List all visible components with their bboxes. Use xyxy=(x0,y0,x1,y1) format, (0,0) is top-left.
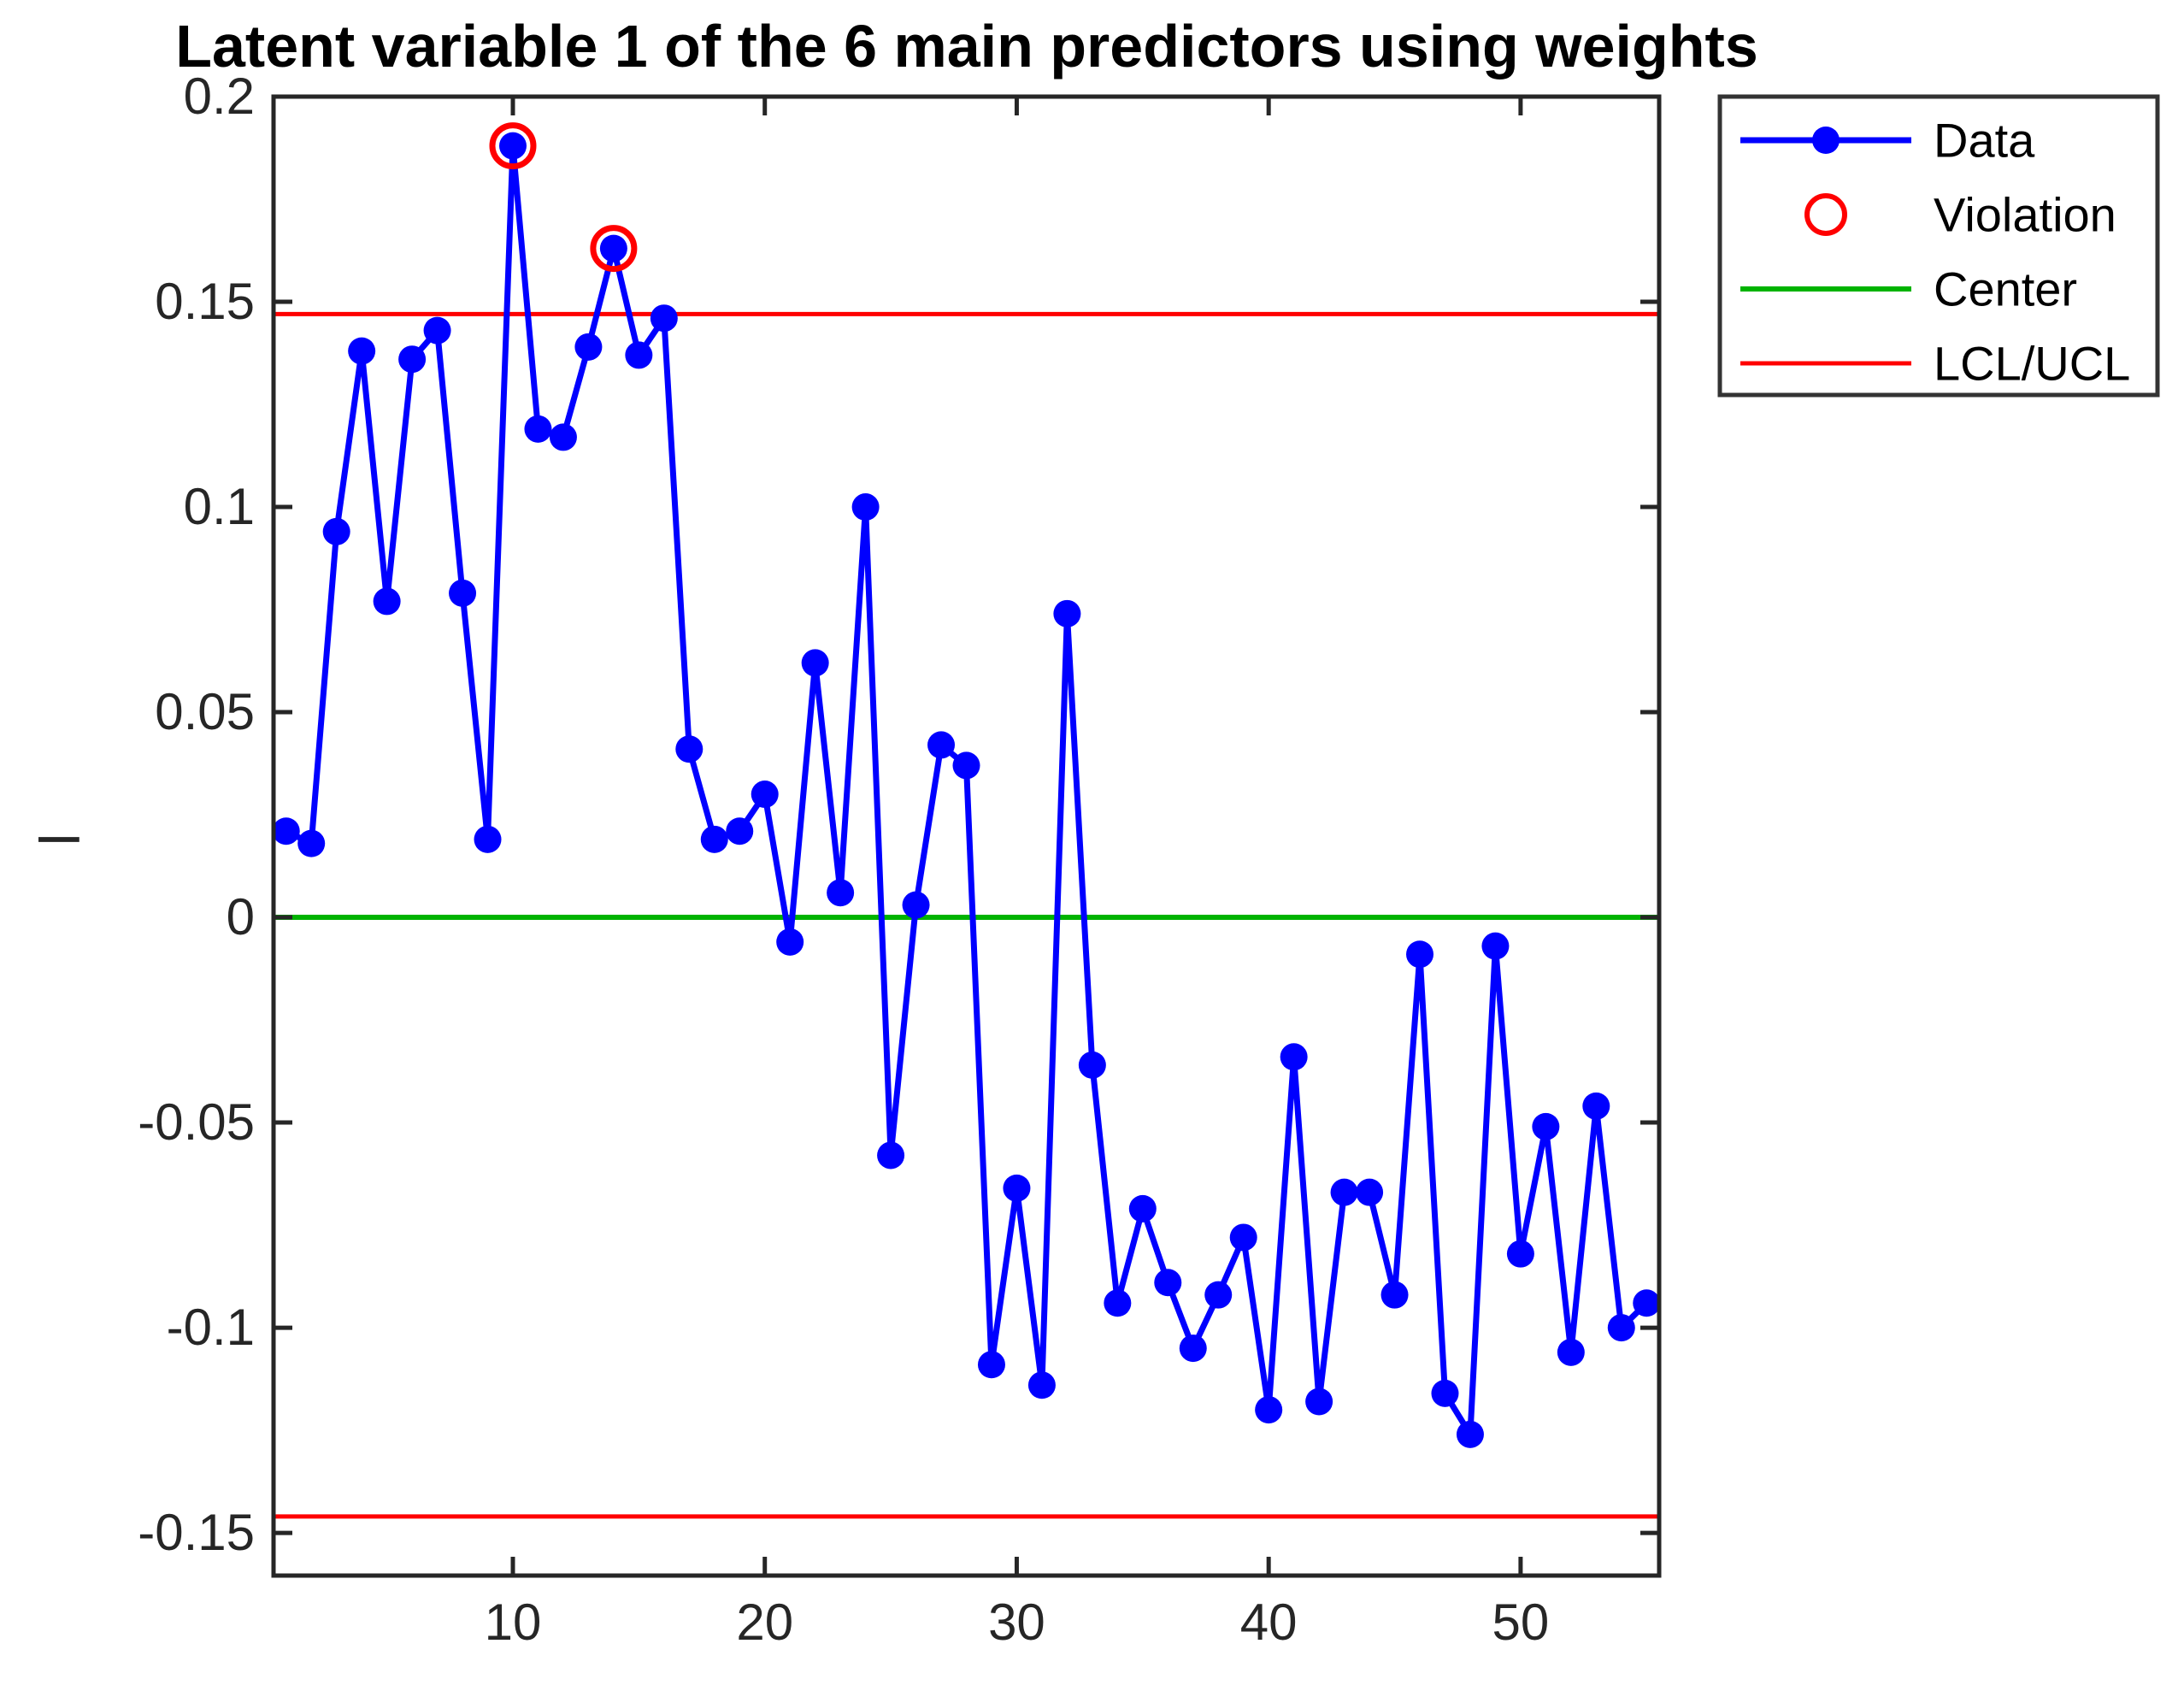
data-point[interactable] xyxy=(977,1351,1005,1379)
legend-violation-sample xyxy=(1804,193,1847,236)
data-point[interactable] xyxy=(700,825,728,853)
data-series-group xyxy=(272,132,1661,1448)
axes-group: 10 20 30 40 50 0.2 0.15 0.1 0.05 0 -0.05 -0.1 -0.15 xyxy=(138,68,1662,1651)
x-tick-label: 50 xyxy=(1492,1594,1550,1651)
y-tick-label: 0.2 xyxy=(184,68,255,125)
data-point[interactable] xyxy=(675,735,703,763)
data-point[interactable] xyxy=(373,587,401,616)
chart-title: Latent variable 1 of the 6 main predicto… xyxy=(175,13,1758,80)
data-point[interactable] xyxy=(1154,1269,1182,1297)
data-point[interactable] xyxy=(1532,1112,1560,1140)
data-point[interactable] xyxy=(1633,1289,1661,1317)
data-point[interactable] xyxy=(776,928,804,956)
data-point[interactable] xyxy=(1582,1092,1610,1120)
data-point[interactable] xyxy=(297,829,326,857)
data-point[interactable] xyxy=(751,781,779,809)
data-point[interactable] xyxy=(599,234,627,262)
y-tick-label: -0.15 xyxy=(138,1504,255,1561)
data-point[interactable] xyxy=(449,579,477,607)
data-point[interactable] xyxy=(1003,1174,1031,1202)
data-point[interactable] xyxy=(1305,1387,1333,1416)
data-point[interactable] xyxy=(1356,1178,1384,1206)
data-point[interactable] xyxy=(1027,1371,1056,1399)
y-tick-label: 0 xyxy=(227,888,255,946)
data-point[interactable] xyxy=(348,337,376,365)
data-point[interactable] xyxy=(549,423,577,451)
data-point[interactable] xyxy=(1229,1223,1257,1252)
data-point[interactable] xyxy=(801,649,829,677)
violation-marker[interactable] xyxy=(489,122,537,170)
data-point[interactable] xyxy=(1406,940,1434,969)
y-axis-label: l xyxy=(28,834,91,846)
data-line xyxy=(285,143,1649,1438)
data-point[interactable] xyxy=(398,345,427,374)
y-tick-label: 0.05 xyxy=(155,683,255,740)
data-point[interactable] xyxy=(1330,1178,1358,1206)
data-point[interactable] xyxy=(902,891,930,919)
data-point[interactable] xyxy=(1557,1338,1585,1366)
data-point[interactable] xyxy=(877,1141,905,1169)
data-point[interactable] xyxy=(498,132,527,160)
violation-marker[interactable] xyxy=(590,225,638,273)
violation-markers-group xyxy=(489,122,638,273)
data-point[interactable] xyxy=(1128,1194,1157,1223)
data-point[interactable] xyxy=(1204,1281,1233,1309)
legend-label[interactable]: Violation xyxy=(1934,188,2116,242)
data-point[interactable] xyxy=(827,879,855,907)
data-point[interactable] xyxy=(474,825,502,853)
data-point[interactable] xyxy=(1607,1314,1635,1342)
data-point[interactable] xyxy=(1431,1379,1459,1407)
data-point[interactable] xyxy=(927,731,956,759)
data-point[interactable] xyxy=(1255,1396,1283,1424)
data-point[interactable] xyxy=(1506,1240,1534,1268)
data-point[interactable] xyxy=(272,817,300,845)
data-point[interactable] xyxy=(1104,1289,1132,1317)
plot-border xyxy=(271,94,1662,1578)
x-tick-label: 20 xyxy=(736,1594,793,1651)
x-tick-label: 10 xyxy=(485,1594,542,1651)
data-point[interactable] xyxy=(1481,932,1510,960)
data-point[interactable] xyxy=(1280,1043,1308,1071)
x-tick-label: 40 xyxy=(1240,1594,1298,1651)
data-point[interactable] xyxy=(650,304,678,333)
data-point[interactable] xyxy=(1456,1420,1484,1448)
data-point[interactable] xyxy=(1053,599,1081,627)
data-point[interactable] xyxy=(726,817,754,845)
y-tick-label: 0.1 xyxy=(184,478,255,535)
data-point[interactable] xyxy=(1380,1281,1409,1309)
legend-group: Data Violation Center LCL/UCL xyxy=(1717,94,2160,398)
x-tick-label: 30 xyxy=(988,1594,1045,1651)
legend-box xyxy=(1717,94,2160,398)
data-point[interactable] xyxy=(851,493,880,521)
y-tick-label: -0.05 xyxy=(138,1093,255,1151)
data-point[interactable] xyxy=(625,341,653,369)
data-point[interactable] xyxy=(423,316,451,345)
legend-label[interactable]: Center xyxy=(1934,262,2077,316)
legend-label[interactable]: Data xyxy=(1934,114,2035,168)
data-point[interactable] xyxy=(322,517,350,545)
data-point[interactable] xyxy=(1179,1334,1207,1363)
data-point[interactable] xyxy=(1078,1051,1106,1079)
legend-data-marker-sample xyxy=(1812,127,1840,154)
data-point[interactable] xyxy=(574,333,603,361)
data-point[interactable] xyxy=(952,751,980,780)
y-tick-label: -0.1 xyxy=(167,1299,255,1356)
y-tick-label: 0.15 xyxy=(155,273,255,330)
data-point[interactable] xyxy=(524,415,552,443)
legend-label[interactable]: LCL/UCL xyxy=(1934,337,2130,391)
